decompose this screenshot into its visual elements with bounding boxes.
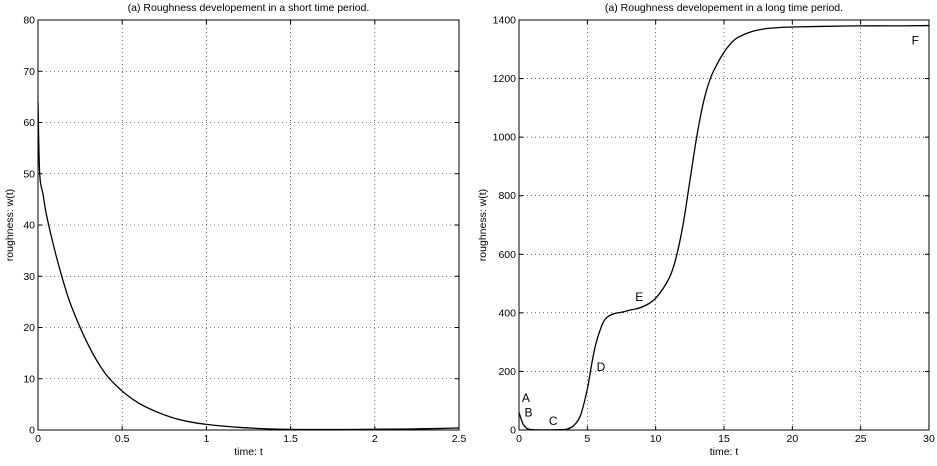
annotation-label: B [525, 405, 533, 419]
y-tick-label: 30 [23, 271, 35, 283]
x-tick-label: 25 [855, 433, 867, 445]
x-tick-label: 20 [786, 433, 798, 445]
y-tick-label: 1000 [493, 132, 517, 144]
y-tick-label: 40 [23, 220, 35, 232]
y-tick-label: 20 [23, 322, 35, 334]
y-tick-label: 400 [498, 307, 516, 319]
annotation-label: A [522, 391, 530, 405]
y-axis-label: roughness: w(t) [4, 189, 16, 261]
y-tick-label: 1200 [493, 73, 517, 85]
y-tick-label: 800 [498, 190, 516, 202]
x-tick-label: 2 [372, 433, 378, 445]
chart-panel-right: 0 5 10 15 20 25 30 0 200 400 600 800 1000 1200 1400 (a)… [477, 2, 935, 458]
annotation-label: F [912, 34, 919, 48]
series-line [519, 24, 929, 430]
y-tick-label: 70 [23, 66, 35, 78]
chart-title: (a) Roughness developement in a short ti… [128, 2, 370, 14]
x-axis-label: time: t [710, 446, 739, 458]
chart-title: (a) Roughness developement in a long tim… [605, 2, 843, 14]
y-tick-label: 0 [510, 425, 516, 437]
series-line [38, 101, 459, 430]
x-axis-label: time: t [234, 446, 263, 458]
y-tick-label: 50 [23, 168, 35, 180]
y-tick-label: 600 [498, 249, 516, 261]
y-tick-label: 0 [29, 425, 35, 437]
x-tick-label: 0.5 [115, 433, 130, 445]
x-tick-label: 0 [35, 433, 41, 445]
x-tick-label: 5 [584, 433, 590, 445]
x-tick-label: 1 [203, 433, 209, 445]
x-tick-label: 1.5 [283, 433, 298, 445]
x-tick-label: 10 [650, 433, 662, 445]
x-tick-label: 30 [923, 433, 935, 445]
y-tick-label: 60 [23, 117, 35, 129]
y-axis-label: roughness: w(t) [477, 189, 489, 261]
chart-panel-left: 0 0.5 1 1.5 2 2.5 0 10 20 30 40 50 60 70 80 (a) Roughne… [4, 2, 466, 458]
x-tick-label: 0 [516, 433, 522, 445]
y-tick-label: 80 [23, 15, 35, 27]
annotation-label: D [597, 360, 606, 374]
y-tick-label: 10 [23, 373, 35, 385]
y-tick-label: 200 [498, 366, 516, 378]
y-tick-label: 1400 [493, 15, 517, 27]
x-tick-label: 15 [718, 433, 730, 445]
annotation-label: C [549, 414, 558, 428]
x-tick-label: 2.5 [452, 433, 467, 445]
annotation-label: E [635, 290, 643, 304]
